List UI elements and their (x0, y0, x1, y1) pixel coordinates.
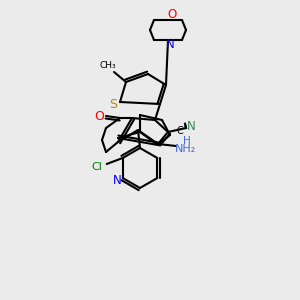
Text: S: S (109, 98, 117, 110)
Text: O: O (167, 8, 177, 20)
Text: N: N (187, 121, 195, 134)
Text: N: N (113, 173, 122, 187)
Text: O: O (94, 110, 104, 122)
Text: H: H (183, 136, 191, 146)
Text: C: C (177, 126, 183, 136)
Text: Cl: Cl (91, 162, 102, 172)
Text: CH₃: CH₃ (100, 61, 116, 70)
Text: NH₂: NH₂ (176, 144, 197, 154)
Text: N: N (166, 38, 174, 50)
